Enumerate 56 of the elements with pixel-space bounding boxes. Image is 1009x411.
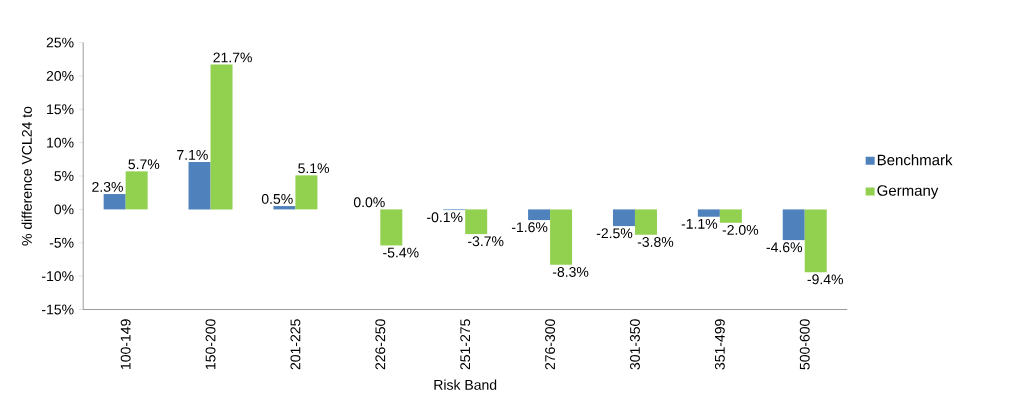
- y-tick-label: 10%: [47, 137, 74, 148]
- x-tick-label: 251-275: [460, 319, 471, 370]
- data-label: -5.4%: [383, 247, 419, 258]
- x-tick-label: 276-300: [545, 319, 556, 370]
- y-tick-label: 25%: [46, 37, 74, 48]
- data-label: -9.4%: [807, 274, 844, 285]
- y-tick-label: 15%: [47, 104, 74, 115]
- data-label: 0.0%: [353, 197, 385, 208]
- y-tick-label: -5%: [49, 237, 74, 248]
- bar: [273, 206, 296, 210]
- data-label: -2.5%: [596, 228, 633, 239]
- bar: [103, 194, 126, 210]
- bar: [210, 64, 233, 210]
- bar: [125, 171, 148, 210]
- data-label: -4.6%: [766, 242, 803, 253]
- x-tick-label: 226-250: [375, 319, 386, 370]
- data-label: 5.7%: [128, 159, 160, 170]
- x-axis-title: Risk Band: [434, 379, 497, 390]
- bar: [295, 175, 318, 210]
- bar: [782, 209, 805, 241]
- data-label: 5.1%: [298, 163, 330, 174]
- data-label: -1.1%: [681, 218, 718, 229]
- data-label: 0.5%: [261, 193, 293, 204]
- x-tick-label: 500-600: [799, 319, 810, 370]
- data-label: 2.3%: [92, 181, 123, 192]
- x-tick-label: 100-149: [120, 319, 131, 369]
- y-tick-label: -10%: [42, 271, 74, 282]
- data-label: -8.3%: [552, 266, 589, 277]
- y-axis-title: % difference VCL24 to: [21, 106, 32, 246]
- x-tick-label: 150-200: [205, 319, 216, 369]
- bar: [380, 209, 403, 246]
- bar: [804, 209, 827, 273]
- data-label: 7.1%: [177, 150, 208, 160]
- y-tick-label: 0%: [54, 204, 74, 215]
- x-tick-label: 201-225: [290, 319, 301, 370]
- bar: [634, 209, 657, 235]
- data-label: 21.7%: [213, 52, 252, 63]
- bar: [697, 209, 720, 217]
- y-tick-label: 20%: [46, 70, 74, 81]
- bar: [188, 162, 211, 210]
- data-label: -0.1%: [427, 212, 463, 223]
- data-label: -3.7%: [468, 236, 504, 247]
- bar: [528, 209, 551, 221]
- data-label: -2.0%: [722, 224, 759, 235]
- y-tick-label: -15%: [42, 304, 74, 315]
- legend-label: Germany: [877, 185, 939, 199]
- x-tick-label: 301-350: [630, 319, 640, 370]
- bar: [719, 209, 742, 223]
- x-tick-label: 351-499: [714, 319, 725, 370]
- data-label: -1.6%: [511, 222, 548, 233]
- bar: [465, 209, 488, 235]
- y-tick-label: 5%: [54, 171, 74, 181]
- legend-label: Benchmark: [877, 154, 953, 166]
- data-label: -3.8%: [637, 236, 674, 247]
- bar: [612, 209, 635, 227]
- bar: [550, 209, 573, 265]
